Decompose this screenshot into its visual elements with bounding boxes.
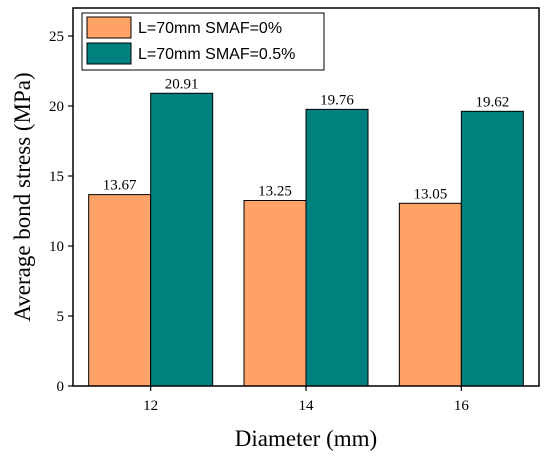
- data-labels-group: 13.67 20.91 13.25 19.76 13.05 19.62: [103, 76, 509, 202]
- legend-swatch: [86, 42, 132, 65]
- legend-label: L=70mm SMAF=0%: [138, 20, 282, 37]
- x-tick-label: 16: [454, 398, 470, 414]
- y-tick-label: 10: [49, 239, 64, 255]
- y-axis-title: Average bond stress (MPa): [10, 72, 35, 321]
- x-axis-title: Diameter (mm): [235, 426, 377, 451]
- data-label: 13.05: [413, 186, 447, 202]
- x-tick-label: 12: [143, 398, 158, 414]
- bar-l-70mm-smaf-0-5--14: [305, 108, 369, 387]
- y-tick-label: 0: [57, 379, 65, 395]
- bars-group: [88, 92, 524, 387]
- data-label: 19.76: [320, 92, 354, 108]
- data-label: 19.62: [475, 94, 509, 110]
- data-label: 20.91: [165, 76, 199, 92]
- y-tick-label: 25: [49, 29, 64, 45]
- data-label: 13.25: [258, 184, 292, 200]
- x-axis: 12 14 16: [143, 386, 469, 414]
- y-tick-label: 15: [49, 169, 64, 185]
- bar-l-70mm-smaf-0--16: [398, 202, 462, 387]
- bar-l-70mm-smaf-0--14: [243, 200, 307, 387]
- data-label: 13.67: [103, 178, 137, 194]
- bar-l-70mm-smaf-0-5--12: [150, 92, 214, 387]
- bar-l-70mm-smaf-0-5--16: [460, 110, 524, 387]
- legend: L=70mm SMAF=0% L=70mm SMAF=0.5%: [81, 12, 325, 71]
- plot-frame: [72, 7, 540, 387]
- x-tick-label: 14: [299, 398, 315, 414]
- y-axis: 0 5 10 15 20 25: [49, 29, 73, 395]
- y-tick-label: 5: [57, 309, 65, 325]
- bar-l-70mm-smaf-0--12: [88, 194, 152, 387]
- legend-label: L=70mm SMAF=0.5%: [138, 46, 295, 63]
- y-tick-label: 20: [49, 99, 64, 115]
- legend-swatch: [86, 16, 132, 39]
